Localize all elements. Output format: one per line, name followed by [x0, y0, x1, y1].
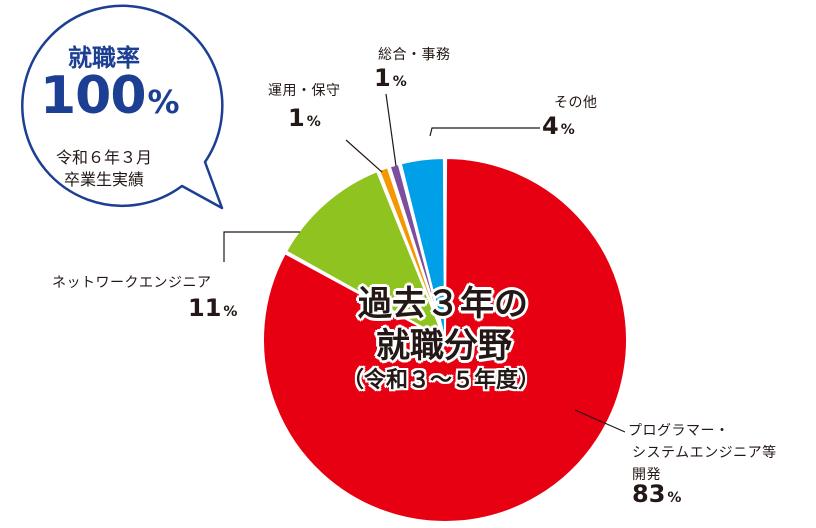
pie-slice: [284, 169, 447, 343]
slice-percent-value: 83: [632, 480, 666, 508]
employment-rate-number: 100: [40, 66, 147, 126]
slice-percent-label: 1%: [288, 104, 321, 132]
chart-subtitle: （令和３〜５年度）: [342, 368, 541, 393]
bubble-title: 就職率: [68, 44, 140, 72]
leader-line: [574, 409, 626, 433]
leader-line: [429, 127, 540, 137]
employment-rate-unit: %: [147, 83, 180, 121]
leader-line: [223, 231, 300, 262]
slice-percent-value: 1: [374, 64, 391, 92]
pie-slice: [377, 165, 446, 341]
slice-percent-unit: %: [667, 490, 682, 506]
slice-label: プログラマー・: [628, 423, 730, 439]
slice-percent-unit: %: [560, 122, 575, 138]
pie-slice: [388, 162, 446, 341]
slice-percent-unit: %: [392, 74, 407, 90]
slice-label: ネットワークエンジニア: [52, 275, 212, 291]
chart-title-line1: 過去３年の: [358, 284, 528, 324]
bubble-note-line1: 令和６年３月: [56, 148, 153, 167]
slice-label: 開発: [632, 467, 661, 483]
slice-percent-label: 1%: [374, 64, 407, 92]
pie-slice: [399, 156, 446, 341]
slice-label: 総合・事務: [378, 47, 451, 63]
leader-lines: [223, 93, 626, 433]
chart-title-line2: 就職分野: [376, 326, 512, 366]
slice-percent-value: 11: [188, 294, 222, 322]
slice-label: その他: [554, 95, 598, 111]
bubble-note-line2: 卒業生実績: [64, 170, 145, 189]
slice-percent-label: 11%: [188, 294, 237, 322]
slice-label: 運用・保守: [268, 83, 341, 99]
leader-line: [385, 93, 397, 167]
speech-bubble-shape: [21, 4, 224, 210]
slice-percent-label: 4%: [542, 112, 575, 140]
slice-label: システムエンジニア等: [632, 445, 777, 461]
slice-percent-value: 4: [542, 112, 559, 140]
employment-rate-value: 100%: [40, 66, 180, 126]
slice-percent-label: 83%: [632, 480, 681, 508]
pie-slices: [262, 156, 628, 523]
slice-percent-unit: %: [306, 114, 321, 130]
leader-line: [345, 139, 383, 173]
slice-percent-value: 1: [288, 104, 305, 132]
slice-percent-unit: %: [223, 304, 238, 320]
